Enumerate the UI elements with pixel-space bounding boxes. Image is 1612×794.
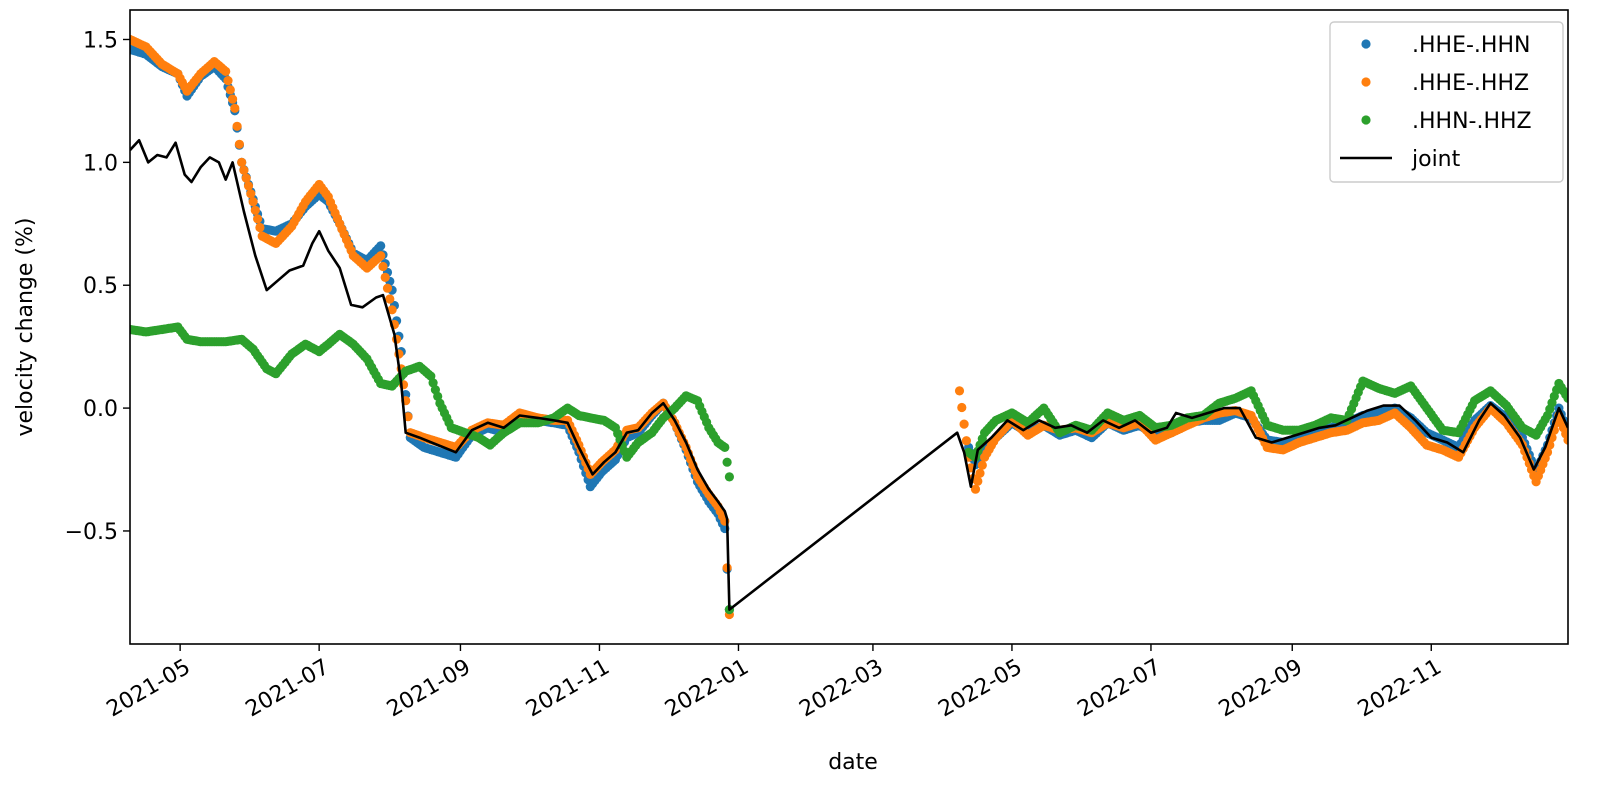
data-point bbox=[239, 165, 249, 175]
y-axis-label: velocity change (%) bbox=[13, 217, 38, 436]
y-tick-label: 1.0 bbox=[83, 151, 118, 176]
x-axis-label: date bbox=[828, 750, 878, 775]
x-tick-label: 2022-05 bbox=[934, 655, 1026, 723]
data-point bbox=[1563, 393, 1568, 403]
legend: .HHE-.HHN .HHE-.HHZ .HHN-.HHZ joint bbox=[1329, 21, 1564, 183]
data-point bbox=[234, 139, 244, 149]
data-point bbox=[223, 76, 233, 86]
x-tick-label: 2021-05 bbox=[103, 655, 195, 723]
legend-label: .HHE-.HHZ bbox=[1412, 71, 1529, 96]
legend-marker bbox=[1361, 39, 1371, 49]
data-point bbox=[1563, 435, 1568, 445]
data-point bbox=[248, 197, 258, 207]
data-point bbox=[382, 283, 393, 293]
x-tick-label: 2021-11 bbox=[522, 655, 614, 723]
legend-item-hhe-hhn: .HHE-.HHN bbox=[1361, 33, 1530, 58]
joint-line bbox=[130, 138, 1568, 611]
data-point bbox=[232, 121, 242, 131]
series-layer bbox=[130, 34, 1568, 620]
data-point bbox=[246, 189, 256, 199]
data-point bbox=[228, 94, 238, 104]
x-tick-label: 2021-07 bbox=[242, 655, 334, 723]
data-point bbox=[253, 214, 263, 224]
x-axis: 2021-05 2021-07 2021-09 2021-11 2022-01 2022-… bbox=[103, 644, 1446, 722]
data-point bbox=[380, 272, 390, 282]
x-tick-label: 2022-01 bbox=[661, 655, 753, 723]
y-tick-label: 1.5 bbox=[83, 28, 118, 53]
y-tick-label: −0.5 bbox=[65, 520, 118, 545]
data-point bbox=[241, 173, 251, 183]
data-point bbox=[376, 251, 386, 261]
data-point bbox=[957, 402, 967, 413]
x-tick-label: 2021-09 bbox=[383, 655, 475, 723]
data-point bbox=[378, 261, 388, 272]
data-point bbox=[724, 472, 735, 482]
data-point bbox=[977, 460, 987, 470]
data-point bbox=[970, 484, 981, 494]
data-point bbox=[255, 222, 265, 233]
data-point bbox=[243, 181, 254, 191]
x-tick-label: 2022-07 bbox=[1073, 655, 1165, 723]
legend-box bbox=[1329, 21, 1564, 183]
data-point bbox=[959, 419, 969, 429]
data-point bbox=[385, 294, 395, 304]
legend-label: .HHN-.HHZ bbox=[1412, 109, 1532, 134]
legend-label: joint bbox=[1411, 147, 1461, 172]
data-point bbox=[376, 241, 386, 251]
legend-item-hhn-hhz: .HHN-.HHZ bbox=[1361, 109, 1532, 134]
data-point bbox=[722, 457, 732, 467]
legend-label: .HHE-.HHN bbox=[1412, 33, 1530, 58]
x-tick-label: 2022-11 bbox=[1354, 655, 1446, 723]
y-tick-label: 0.5 bbox=[83, 274, 118, 299]
data-point bbox=[720, 442, 730, 452]
y-tick-label: 0.0 bbox=[83, 397, 118, 422]
y-axis: 1.5 1.0 0.5 0.0 −0.5 bbox=[65, 28, 130, 545]
data-point bbox=[973, 476, 983, 486]
data-point bbox=[250, 205, 260, 215]
series-joint bbox=[130, 138, 1568, 611]
data-point bbox=[954, 386, 965, 396]
series-hhn-hhz bbox=[130, 322, 1568, 615]
data-point bbox=[237, 157, 247, 167]
x-tick-label: 2022-09 bbox=[1215, 655, 1307, 723]
data-point bbox=[387, 305, 397, 315]
legend-marker bbox=[1361, 115, 1371, 125]
data-point bbox=[225, 85, 235, 95]
legend-item-joint: joint bbox=[1340, 147, 1461, 172]
data-point bbox=[221, 66, 231, 76]
legend-marker bbox=[1361, 77, 1371, 87]
x-tick-label: 2022-03 bbox=[795, 655, 887, 723]
data-point bbox=[961, 436, 972, 446]
legend-item-hhe-hhz: .HHE-.HHZ bbox=[1361, 71, 1529, 96]
plot-area-frame bbox=[129, 9, 1569, 645]
data-point bbox=[230, 103, 240, 113]
data-point bbox=[975, 468, 985, 478]
